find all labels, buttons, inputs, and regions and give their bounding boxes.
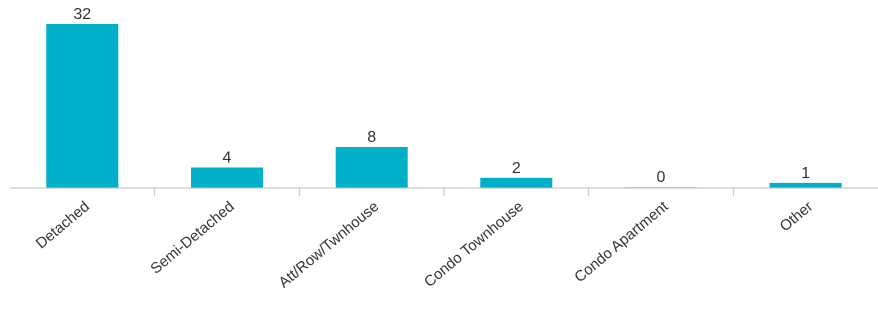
category-label-detached: Detached [33, 198, 93, 252]
value-labels-group: 32 4 8 2 0 1 [73, 6, 810, 186]
bar-semi-detached [191, 167, 263, 188]
category-labels-group: Detached Semi-Detached Att/Row/Twnhouse Con… [33, 198, 817, 292]
x-axis-ticks [154, 188, 734, 196]
value-label-other: 1 [801, 165, 810, 182]
category-label-other: Other [777, 198, 817, 235]
value-label-condo-apartment: 0 [657, 169, 666, 186]
value-label-att-row-twnhouse: 8 [367, 129, 376, 146]
category-label-condo-apartment: Condo Apartment [571, 198, 672, 287]
category-label-att-row-twnhouse: Att/Row/Twnhouse [276, 198, 383, 291]
value-label-semi-detached: 4 [223, 150, 232, 167]
category-label-condo-townhouse: Condo Townhouse [421, 198, 527, 291]
value-label-detached: 32 [73, 6, 91, 23]
bar-att-row-twnhouse [335, 147, 408, 188]
bar-other [769, 182, 842, 188]
value-label-condo-townhouse: 2 [512, 160, 521, 177]
bars-group [46, 24, 842, 189]
category-label-semi-detached: Semi-Detached [147, 198, 237, 277]
bar-condo-townhouse [480, 177, 553, 189]
bar-detached [46, 24, 119, 188]
